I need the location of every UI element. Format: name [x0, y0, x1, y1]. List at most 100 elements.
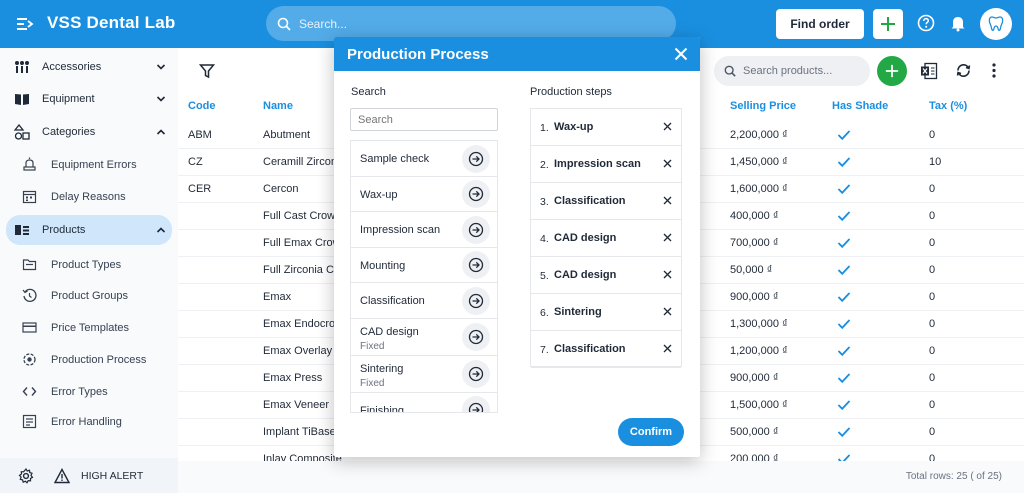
cell-selling-price: 1,450,000 ₫ — [730, 156, 788, 168]
remove-step-icon[interactable] — [663, 196, 672, 205]
available-step-item[interactable]: Wax-up — [351, 176, 497, 212]
production-step-item[interactable]: 7. Classification — [531, 331, 681, 368]
search-section-label: Search — [351, 86, 386, 98]
create-order-button[interactable] — [873, 9, 903, 39]
menu-collapse-icon[interactable] — [16, 15, 34, 33]
add-step-button[interactable] — [462, 396, 490, 412]
refresh-icon[interactable] — [955, 62, 972, 79]
add-step-button[interactable] — [462, 215, 490, 244]
add-step-button[interactable] — [462, 251, 490, 280]
help-icon[interactable] — [917, 14, 935, 32]
add-step-button[interactable] — [462, 323, 490, 351]
check-icon — [837, 238, 851, 249]
cell-tax: 10 — [929, 156, 942, 168]
notification-bell-icon[interactable] — [949, 14, 967, 32]
remove-step-icon[interactable] — [663, 307, 672, 316]
production-step-item[interactable]: 5. CAD design — [531, 257, 681, 294]
cell-tax: 0 — [929, 183, 936, 195]
check-icon — [837, 265, 851, 276]
production-step-item[interactable]: 4. CAD design — [531, 220, 681, 257]
sidebar-item-equipment[interactable]: Equipment — [6, 84, 172, 114]
available-step-item[interactable]: Sample check — [351, 141, 497, 177]
plus-icon — [885, 64, 899, 78]
available-step-item[interactable]: CAD design Fixed — [351, 318, 497, 356]
arrow-right-circle-icon — [468, 329, 484, 345]
add-step-button[interactable] — [462, 180, 490, 209]
global-search-input[interactable]: Search... — [266, 6, 676, 41]
add-step-button[interactable] — [462, 360, 490, 388]
gear-icon[interactable] — [18, 468, 34, 484]
more-vertical-icon[interactable] — [989, 62, 999, 79]
high-alert-label[interactable]: HIGH ALERT — [81, 470, 144, 482]
available-step-item[interactable]: Finishing — [351, 392, 497, 412]
add-step-button[interactable] — [462, 286, 490, 315]
selected-steps-list[interactable]: 1. Wax-up 2. Impression scan 3. Classificatio… — [530, 108, 682, 368]
remove-step-icon[interactable] — [663, 344, 672, 353]
sidebar-item-categories[interactable]: Categories — [6, 117, 172, 147]
cell-name: Implant TiBase — [263, 426, 336, 438]
cell-tax: 0 — [929, 345, 936, 357]
arrow-right-circle-icon — [468, 151, 484, 166]
step-search-input[interactable] — [350, 108, 498, 131]
sidebar-subitem-equipment-errors[interactable]: Equipment Errors — [22, 153, 172, 177]
close-icon[interactable] — [674, 47, 688, 61]
available-step-item[interactable]: Sintering Fixed — [351, 355, 497, 393]
add-product-button[interactable] — [877, 56, 907, 86]
user-avatar[interactable] — [980, 8, 1012, 40]
sidebar-subitem-label: Price Templates — [51, 322, 130, 334]
total-rows-label: Total rows: 25 ( of 25) — [905, 471, 1002, 482]
column-header-tax[interactable]: Tax (%) — [929, 100, 968, 112]
check-icon — [837, 319, 851, 330]
available-step-item[interactable]: Mounting — [351, 247, 497, 283]
available-step-item[interactable]: Impression scan — [351, 212, 497, 248]
sidebar-subitem-error-types[interactable]: Error Types — [22, 380, 172, 404]
add-step-button[interactable] — [462, 144, 490, 173]
remove-step-icon[interactable] — [663, 122, 672, 131]
cell-name: Emax Overlay — [263, 345, 333, 357]
available-steps-list[interactable]: Sample check Wax-up Impression scan Mountin… — [350, 140, 498, 413]
check-icon — [837, 184, 851, 195]
confirm-button[interactable]: Confirm — [618, 418, 684, 446]
chevron-down-icon — [156, 96, 166, 102]
dialog-header: Production Process — [334, 37, 700, 71]
remove-step-icon[interactable] — [663, 270, 672, 279]
find-order-button[interactable]: Find order — [776, 9, 864, 39]
sidebar-subitem-label: Product Types — [51, 259, 122, 271]
remove-step-icon[interactable] — [663, 159, 672, 168]
sidebar-subitem-delay-reasons[interactable]: Delay Reasons — [22, 185, 172, 209]
column-header-code[interactable]: Code — [188, 100, 216, 112]
available-step-item[interactable]: Classification — [351, 283, 497, 319]
production-step-item[interactable]: 6. Sintering — [531, 294, 681, 331]
sidebar-subitem-product-types[interactable]: Product Types — [22, 253, 172, 277]
cell-code: ABM — [188, 129, 212, 141]
step-number: 1. — [540, 122, 549, 134]
production-step-item[interactable]: 2. Impression scan — [531, 146, 681, 183]
check-icon — [837, 346, 851, 357]
excel-export-icon[interactable] — [920, 62, 938, 80]
column-header-has-shade[interactable]: Has Shade — [832, 100, 889, 112]
column-header-name[interactable]: Name — [263, 100, 293, 112]
sidebar-item-products[interactable]: Products — [6, 215, 172, 245]
column-header-selling-price[interactable]: Selling Price — [730, 100, 797, 112]
sidebar-subitem-label: Error Types — [51, 386, 108, 398]
sidebar-subitem-production-process[interactable]: Production Process — [22, 348, 172, 372]
sidebar-subitem-product-groups[interactable]: Product Groups — [22, 284, 172, 308]
sidebar-subitem-error-handling[interactable]: Error Handling — [22, 410, 172, 434]
check-icon — [837, 400, 851, 411]
cell-name: Emax Endocrow — [263, 318, 344, 330]
step-number: 4. — [540, 233, 549, 245]
filter-icon[interactable] — [199, 63, 215, 79]
search-icon — [724, 65, 736, 77]
step-fixed-tag: Fixed — [360, 340, 385, 352]
cell-tax: 0 — [929, 426, 936, 438]
step-number: 6. — [540, 307, 549, 319]
production-step-item[interactable]: 1. Wax-up — [531, 109, 681, 146]
sidebar-subitem-price-templates[interactable]: Price Templates — [22, 316, 172, 340]
remove-step-icon[interactable] — [663, 233, 672, 242]
calendar-icon — [22, 190, 37, 204]
sidebar-subitem-label: Product Groups — [51, 290, 129, 302]
sidebar-item-accessories[interactable]: Accessories — [6, 52, 172, 82]
search-products-input[interactable]: Search products... — [714, 56, 870, 86]
cell-name: Emax — [263, 291, 292, 303]
production-step-item[interactable]: 3. Classification — [531, 183, 681, 220]
